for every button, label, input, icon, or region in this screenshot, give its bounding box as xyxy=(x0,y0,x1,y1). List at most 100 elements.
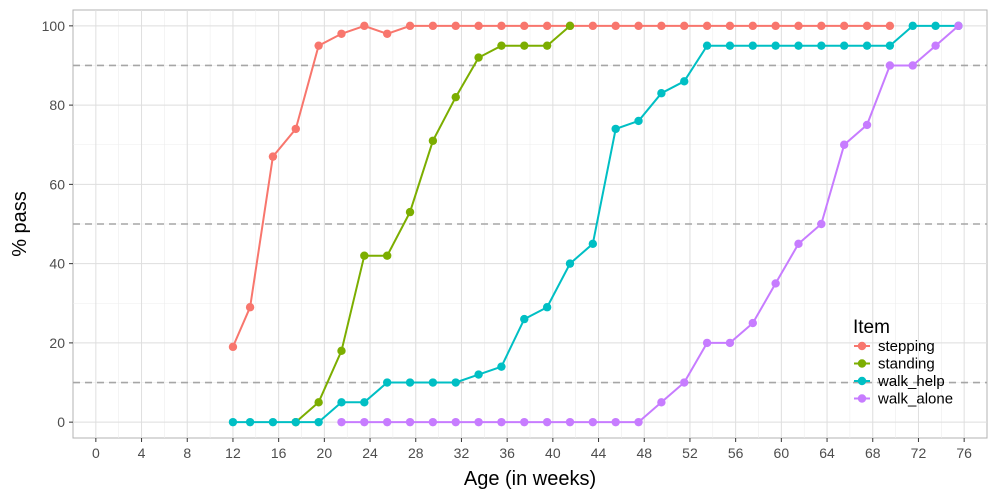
data-point-standing xyxy=(337,346,346,356)
data-point-walk_alone xyxy=(520,417,529,427)
data-point-walk_alone xyxy=(794,239,803,249)
x-tick-label: 4 xyxy=(138,445,146,461)
data-point-walk_help xyxy=(931,21,940,31)
legend-item-stepping: stepping xyxy=(854,338,935,355)
data-point-stepping xyxy=(611,21,620,31)
y-axis-title: % pass xyxy=(9,191,31,257)
y-tick-label: 40 xyxy=(49,256,65,272)
data-point-stepping xyxy=(382,29,392,38)
y-tick-label: 0 xyxy=(57,414,65,430)
reference-lines xyxy=(73,64,987,384)
y-tick-label: 100 xyxy=(42,18,66,34)
data-point-stepping xyxy=(268,152,278,161)
data-point-standing xyxy=(520,41,529,50)
data-point-stepping xyxy=(862,21,872,31)
data-point-walk_help xyxy=(360,398,369,407)
data-point-stepping xyxy=(725,21,735,31)
x-axis-title: Age (in weeks) xyxy=(464,468,596,490)
legend-item-walk_alone: walk_alone xyxy=(854,391,953,408)
data-point-stepping xyxy=(542,21,552,31)
data-point-walk_help xyxy=(817,41,826,50)
x-tick-label: 64 xyxy=(819,445,835,461)
data-point-walk_alone xyxy=(931,41,940,50)
data-point-stepping xyxy=(428,21,438,31)
data-point-walk_help xyxy=(228,417,238,427)
y-tick-label: 60 xyxy=(49,176,65,192)
data-point-stepping xyxy=(451,21,460,31)
data-point-walk_alone xyxy=(337,417,346,427)
data-point-stepping xyxy=(634,21,643,31)
data-point-stepping xyxy=(794,21,803,31)
x-tick-label: 8 xyxy=(183,445,191,461)
data-point-stepping xyxy=(497,21,506,31)
data-point-walk_help xyxy=(565,259,575,268)
data-point-standing xyxy=(405,207,415,217)
legend-item-walk_help: walk_help xyxy=(854,373,945,390)
data-point-stepping xyxy=(748,21,757,31)
data-point-walk_help xyxy=(245,417,255,427)
data-point-walk_alone xyxy=(405,417,415,427)
x-tick-label: 76 xyxy=(956,445,972,461)
data-point-standing xyxy=(382,251,392,260)
data-point-walk_alone xyxy=(862,120,872,130)
x-tick-label: 28 xyxy=(408,445,424,461)
data-point-walk_alone xyxy=(725,338,735,348)
data-point-walk_alone xyxy=(680,378,689,387)
data-point-walk_help xyxy=(908,21,917,31)
y-axis-ticks: 0 20 40 60 80 100 xyxy=(42,18,73,430)
series-layer xyxy=(228,21,963,427)
legend-label: stepping xyxy=(878,338,935,355)
data-point-walk_help xyxy=(657,89,666,98)
data-point-stepping xyxy=(245,303,255,312)
data-point-walk_alone xyxy=(885,61,895,70)
data-point-standing xyxy=(565,21,575,31)
x-tick-label: 48 xyxy=(636,445,652,461)
y-tick-label: 20 xyxy=(49,335,65,351)
data-point-walk_help xyxy=(497,362,506,371)
data-point-stepping xyxy=(702,21,712,31)
data-point-walk_help xyxy=(451,378,460,387)
data-point-walk_help xyxy=(611,124,620,134)
data-point-walk_alone xyxy=(657,398,666,407)
data-point-walk_alone xyxy=(611,417,620,427)
data-point-walk_help xyxy=(428,378,438,387)
x-tick-label: 12 xyxy=(225,445,241,461)
data-point-walk_help xyxy=(862,41,872,50)
data-point-walk_help xyxy=(337,398,346,407)
data-point-walk_help xyxy=(680,77,689,86)
x-tick-label: 72 xyxy=(911,445,927,461)
data-point-walk_alone xyxy=(451,417,460,427)
data-point-stepping xyxy=(360,21,369,31)
x-tick-label: 36 xyxy=(499,445,515,461)
data-point-stepping xyxy=(839,21,849,31)
data-point-walk_alone xyxy=(839,140,849,149)
data-point-standing xyxy=(497,41,506,50)
series-line-walk_alone xyxy=(341,25,960,424)
data-point-walk_help xyxy=(291,417,300,427)
data-point-walk_alone xyxy=(817,219,826,229)
data-point-standing xyxy=(542,41,552,50)
x-tick-label: 32 xyxy=(454,445,470,461)
data-point-walk_alone xyxy=(474,417,483,427)
data-point-stepping xyxy=(337,29,346,38)
data-point-stepping xyxy=(771,21,780,31)
x-tick-label: 0 xyxy=(92,445,100,461)
x-tick-label: 56 xyxy=(728,445,744,461)
series-walk_help xyxy=(228,21,963,427)
data-point-standing xyxy=(428,136,438,145)
data-point-walk_alone xyxy=(428,417,438,427)
data-point-walk_alone xyxy=(382,417,392,427)
x-tick-label: 20 xyxy=(317,445,333,461)
data-point-walk_alone xyxy=(702,338,712,348)
data-point-standing xyxy=(474,53,483,62)
series-walk_alone xyxy=(337,21,963,427)
data-point-walk_help xyxy=(725,41,735,50)
legend-key-point xyxy=(857,341,867,351)
data-point-walk_alone xyxy=(908,61,917,70)
x-tick-label: 60 xyxy=(774,445,790,461)
data-point-walk_help xyxy=(520,314,529,324)
data-point-walk_help xyxy=(839,41,849,50)
x-tick-label: 16 xyxy=(271,445,287,461)
legend-label: standing xyxy=(878,356,935,373)
data-point-walk_help xyxy=(702,41,712,50)
